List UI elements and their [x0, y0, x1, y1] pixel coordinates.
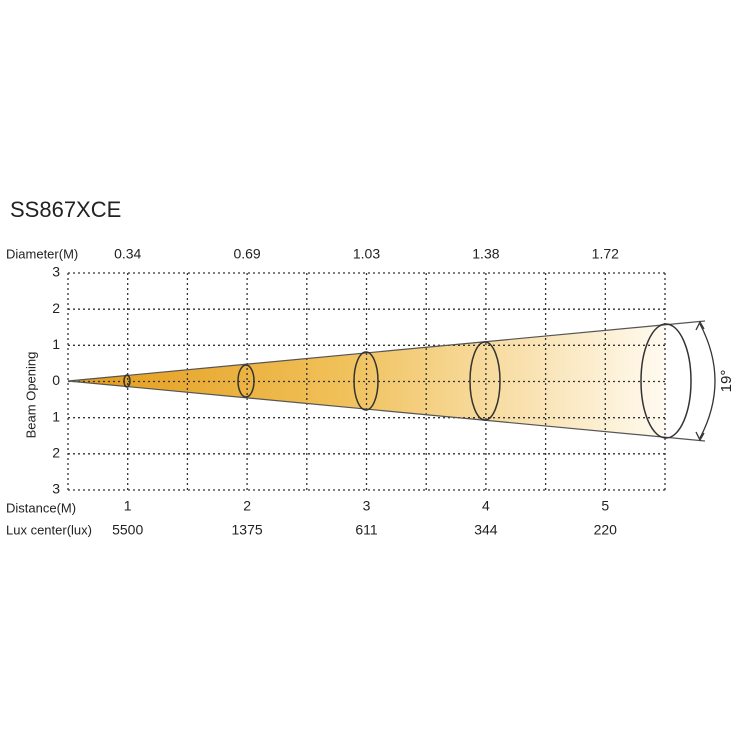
distance-value: 4	[482, 498, 490, 514]
beam-angle: 19°	[718, 370, 735, 393]
lux-center-label: Lux center(lux)	[6, 522, 92, 537]
lux-value: 220	[594, 522, 618, 538]
beam-opening-label: Beam Opening	[23, 352, 38, 439]
beam-section	[123, 374, 131, 388]
y-tick-label: 1	[52, 336, 60, 352]
beam-edge	[67, 380, 706, 442]
angle-arc	[699, 323, 716, 439]
diameter-label: Diameter(M)	[6, 246, 78, 261]
lux-value: 611	[355, 522, 378, 538]
title: SS867XCE	[10, 197, 121, 222]
diameter-value: 1.38	[472, 246, 499, 262]
diameter-value: 1.03	[353, 246, 380, 262]
distance-value: 3	[363, 498, 371, 514]
y-tick-label: 2	[52, 445, 60, 461]
diameter-value: 0.34	[114, 246, 141, 262]
beam-edge	[67, 320, 706, 382]
beam-sections	[123, 323, 692, 439]
distance-label: Distance(M)	[6, 500, 76, 515]
distance-value: 2	[243, 498, 251, 514]
y-tick-label: 1	[52, 408, 60, 424]
y-tick-label: 0	[52, 372, 60, 388]
distance-value: 1	[124, 498, 132, 514]
beam-section	[469, 341, 501, 421]
beam-section	[353, 351, 379, 411]
distance-value: 5	[601, 498, 609, 514]
diameter-value: 1.72	[592, 246, 619, 262]
lux-value: 1375	[232, 522, 263, 538]
angle-arrows	[695, 320, 705, 442]
beam-section	[640, 323, 692, 439]
y-tick-label: 3	[52, 481, 60, 497]
y-tick-label: 3	[52, 264, 60, 280]
grid	[67, 272, 666, 491]
lux-value: 5500	[112, 522, 143, 538]
lux-value: 344	[474, 522, 498, 538]
diameter-value: 0.69	[233, 246, 260, 262]
y-tick-label: 2	[52, 300, 60, 316]
beam-cone	[68, 325, 665, 437]
beam-section	[237, 364, 255, 398]
